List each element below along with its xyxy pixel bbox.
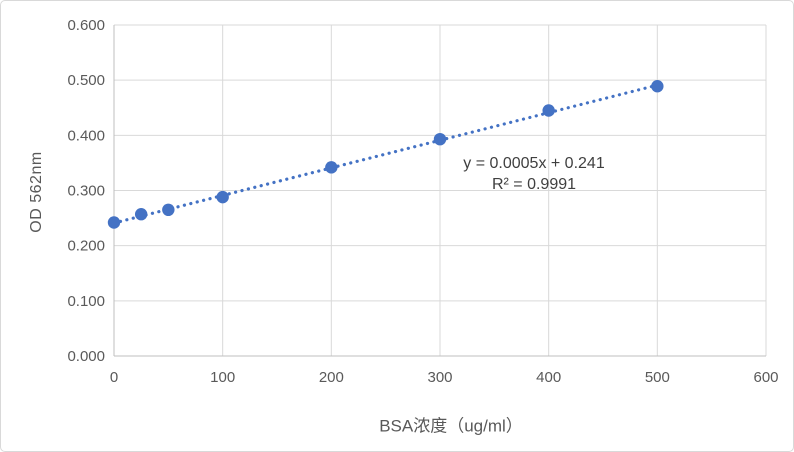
x-tick-label: 0 <box>110 369 118 386</box>
y-tick-label: 0.000 <box>67 348 105 365</box>
x-tick-label: 500 <box>645 369 670 386</box>
x-tick-label: 100 <box>210 369 235 386</box>
data-point <box>651 80 664 93</box>
data-point <box>216 190 229 204</box>
y-tick-label: 0.300 <box>67 183 105 200</box>
y-tick-label: 0.400 <box>67 127 105 144</box>
y-tick-label: 0.100 <box>67 293 105 310</box>
trendline-equation: y = 0.0005x + 0.241 <box>463 155 605 172</box>
data-point <box>107 216 121 229</box>
trendline <box>112 83 659 225</box>
data-point <box>134 208 148 221</box>
trendline-label: y = 0.0005x + 0.241 R² = 0.9991 <box>463 153 604 195</box>
trendline-r-squared: R² = 0.9991 <box>491 176 577 193</box>
y-tick-label: 0.500 <box>67 72 105 89</box>
y-axis-title: OD 562nm <box>28 151 45 233</box>
x-tick-label: 600 <box>753 369 778 386</box>
x-tick-label: 300 <box>427 369 452 386</box>
data-point <box>433 132 447 146</box>
x-axis-title: BSA浓度（ug/ml） <box>379 416 523 436</box>
x-tick-label: 400 <box>536 369 561 386</box>
y-tick-label: 0.600 <box>67 17 105 34</box>
data-point <box>162 203 175 217</box>
y-tick-label: 0.200 <box>67 238 105 255</box>
x-tick-label: 200 <box>319 369 344 386</box>
data-point <box>542 104 555 117</box>
data-point <box>325 161 338 174</box>
